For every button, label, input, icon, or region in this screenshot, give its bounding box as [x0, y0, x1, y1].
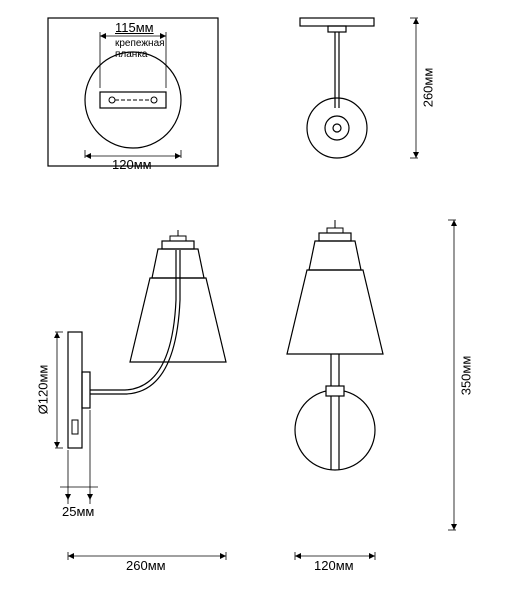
label-260-bottom: 260мм [126, 558, 166, 573]
label-115: 115мм [115, 20, 154, 35]
label-260-topright: 260мм [420, 68, 435, 108]
label-25: 25мм [62, 504, 94, 519]
label-phi120: Ø120мм [35, 365, 50, 415]
front-view-group [287, 220, 457, 560]
label-120-top: 120мм [112, 157, 152, 172]
side-top-group [300, 18, 419, 158]
label-115-sub: крепежнаяпланка [115, 38, 165, 60]
label-120-bottom: 120мм [314, 558, 354, 573]
label-350: 350мм [458, 356, 473, 396]
